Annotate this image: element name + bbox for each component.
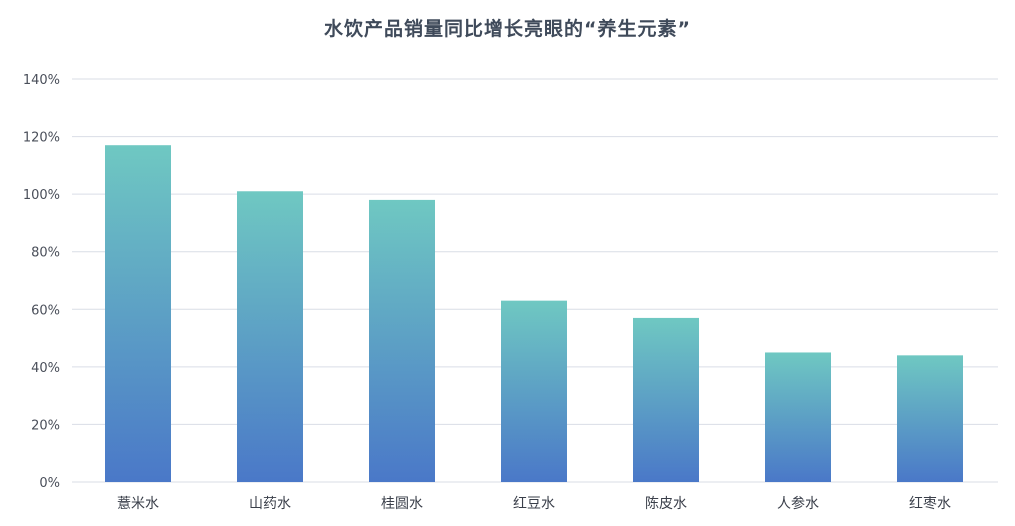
bar — [897, 355, 963, 482]
x-tick-label: 山药水 — [249, 496, 291, 512]
x-tick-label: 红枣水 — [909, 496, 951, 512]
x-axis: 薏米水 山药水 桂圆水 红豆水 陈皮水 人参水 红枣水 — [117, 495, 951, 512]
bar — [105, 145, 171, 482]
x-tick-label: 红豆水 — [513, 496, 555, 512]
y-tick-label: 100% — [23, 188, 60, 203]
y-tick-label: 20% — [31, 418, 60, 433]
bars — [105, 145, 963, 482]
bar — [765, 352, 831, 482]
bar — [369, 199, 435, 482]
y-tick-label: 80% — [31, 246, 60, 261]
y-tick-label: 0% — [39, 476, 60, 491]
y-tick-label: 60% — [31, 303, 60, 318]
y-tick-label: 40% — [31, 361, 60, 376]
bar — [633, 317, 699, 482]
x-tick-label: 人参水 — [777, 495, 819, 512]
x-tick-label: 桂圆水 — [381, 496, 423, 512]
bar — [237, 191, 303, 482]
y-axis: 0% 20% 40% 60% 80% 100% 120% 140% — [23, 73, 60, 491]
x-tick-label: 薏米水 — [117, 496, 159, 512]
y-tick-label: 120% — [23, 131, 60, 146]
x-tick-label: 陈皮水 — [645, 495, 687, 512]
chart-title: 水饮产品销量同比增长亮眼的“养生元素” — [324, 18, 691, 40]
y-tick-label: 140% — [23, 73, 60, 88]
bar — [501, 300, 567, 482]
